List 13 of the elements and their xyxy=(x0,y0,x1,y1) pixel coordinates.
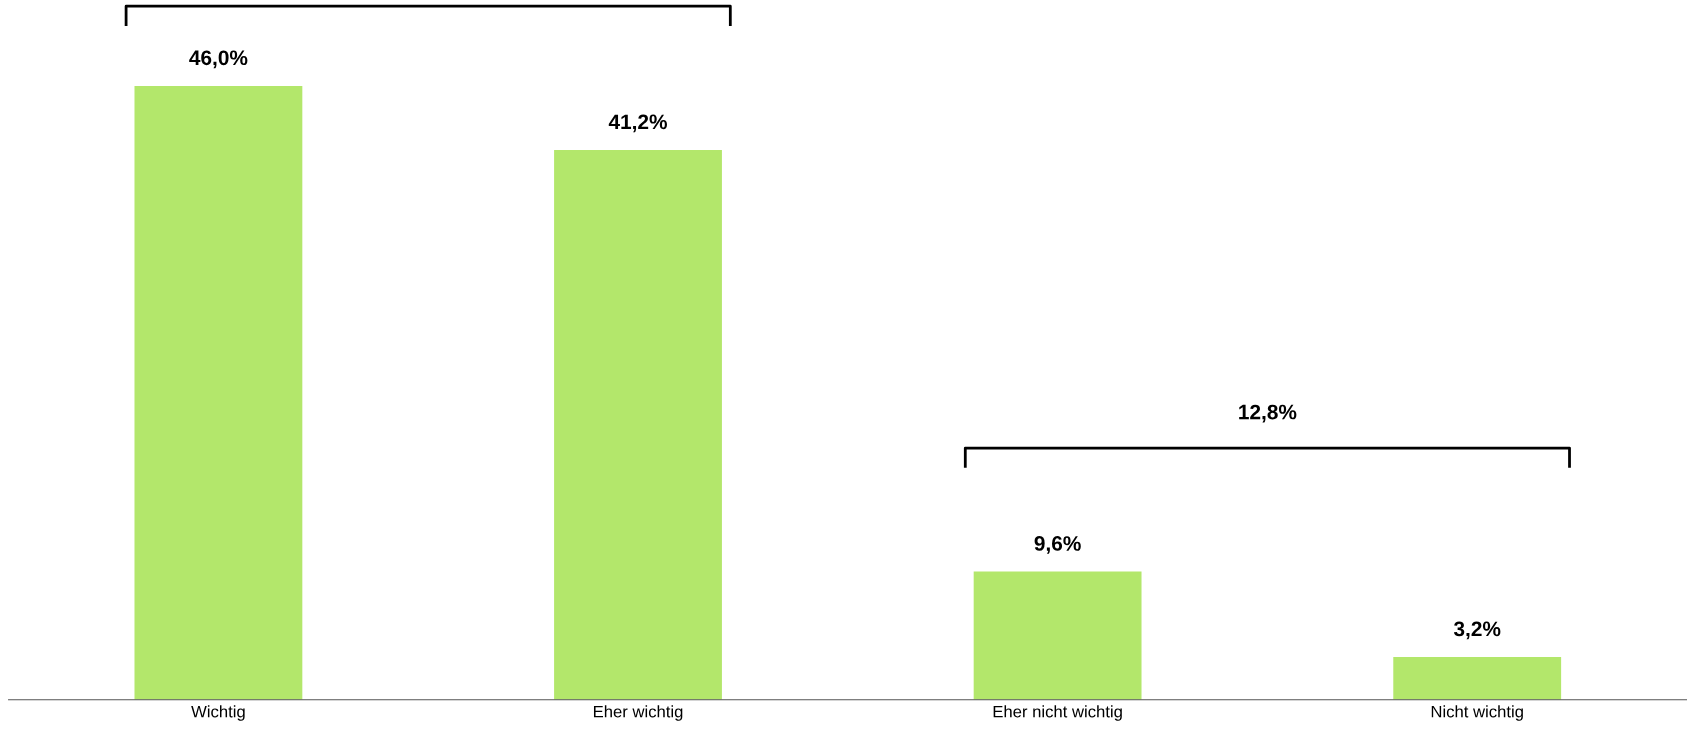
x-tick-label: Wichtig xyxy=(191,705,245,721)
data-label: 3,2% xyxy=(1453,621,1501,640)
data-label: 9,6% xyxy=(1034,536,1081,554)
bar xyxy=(1393,657,1562,700)
data-label: 41,2% xyxy=(608,114,667,133)
bar xyxy=(973,571,1142,700)
bar xyxy=(554,149,722,700)
data-label: 46,0% xyxy=(189,50,248,69)
bar xyxy=(134,85,303,700)
x-tick-label: Nicht wichtig xyxy=(1431,705,1523,721)
annotation: 12,8% xyxy=(1239,404,1297,423)
x-tick-label: Eher nicht wichtig xyxy=(993,705,1122,721)
x-tick-label: Eher wichtig xyxy=(593,705,683,721)
